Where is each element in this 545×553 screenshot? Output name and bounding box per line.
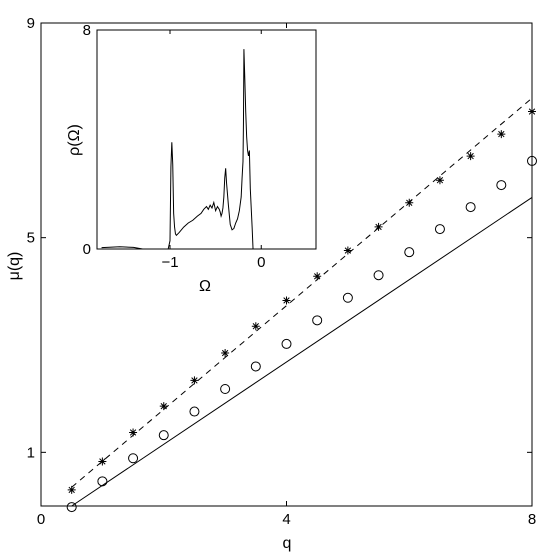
inset-y-tick-label: 8	[83, 22, 91, 39]
main-axis-ticks	[40, 22, 533, 506]
circle-marker	[189, 406, 200, 417]
main-x-tick-label: 0	[37, 511, 45, 528]
star-marker	[251, 322, 260, 331]
circle-marker	[66, 502, 77, 513]
inset-x-tick-labels: −1 0	[161, 254, 265, 271]
circle-marker	[128, 453, 139, 464]
inset-plot-background	[97, 30, 316, 249]
star-marker	[497, 130, 506, 139]
main-x-tick-label: 4	[282, 511, 290, 528]
star-marker	[129, 428, 138, 437]
circle-marker	[342, 292, 353, 303]
circle-marker	[158, 430, 169, 441]
inset-plot: −1 0 08 Ω ρ(Ω)	[66, 22, 317, 295]
star-marker	[221, 349, 230, 358]
circle-marker	[527, 155, 537, 166]
star-marker	[435, 176, 444, 185]
solid-fit-line	[71, 197, 533, 507]
circle-marker	[404, 247, 415, 258]
star-series	[67, 107, 536, 494]
star-marker	[374, 222, 383, 231]
main-series-lines	[71, 97, 533, 507]
inset-series-lines	[101, 49, 316, 250]
star-marker	[528, 107, 536, 116]
inset-plot-frame	[96, 29, 317, 250]
circle-marker	[97, 476, 108, 487]
circle-marker	[220, 384, 231, 395]
circle-marker	[312, 315, 323, 326]
main-x-axis-label: q	[283, 535, 292, 552]
circle-marker	[434, 224, 445, 235]
star-marker	[466, 152, 475, 161]
circle-marker	[250, 361, 261, 372]
main-y-axis-label: μ(q)	[6, 252, 23, 281]
inset-x-axis-label: Ω	[199, 278, 211, 295]
inset-y-tick-labels: 08	[83, 22, 91, 258]
star-marker	[98, 457, 107, 466]
circle-marker	[496, 180, 507, 191]
star-marker	[313, 272, 322, 281]
star-marker	[282, 296, 291, 305]
inset-y-tick-label: 0	[83, 241, 91, 258]
dashed-fit-line	[71, 97, 533, 488]
inset-x-tick-label: 0	[257, 254, 265, 271]
circle-marker	[465, 202, 476, 213]
circle-marker	[373, 270, 384, 281]
main-y-tick-label: 9	[27, 15, 35, 32]
inset-x-tick-label: −1	[161, 254, 178, 271]
main-x-tick-label: 8	[528, 511, 536, 528]
main-y-tick-labels: 1 5 9	[27, 15, 35, 461]
star-marker	[190, 376, 199, 385]
inset-y-axis-label: ρ(Ω)	[66, 124, 83, 156]
star-marker	[159, 402, 168, 411]
main-y-tick-label: 5	[27, 230, 35, 247]
main-y-tick-label: 1	[27, 444, 35, 461]
density-curve	[101, 49, 316, 250]
star-marker	[67, 485, 76, 494]
star-marker	[343, 246, 352, 255]
main-plot: 0 4 8 1 5 9 q μ(q)	[6, 15, 537, 552]
circle-series	[66, 155, 537, 513]
star-marker	[405, 198, 414, 207]
circle-marker	[281, 338, 292, 349]
main-x-tick-labels: 0 4 8	[37, 511, 536, 528]
